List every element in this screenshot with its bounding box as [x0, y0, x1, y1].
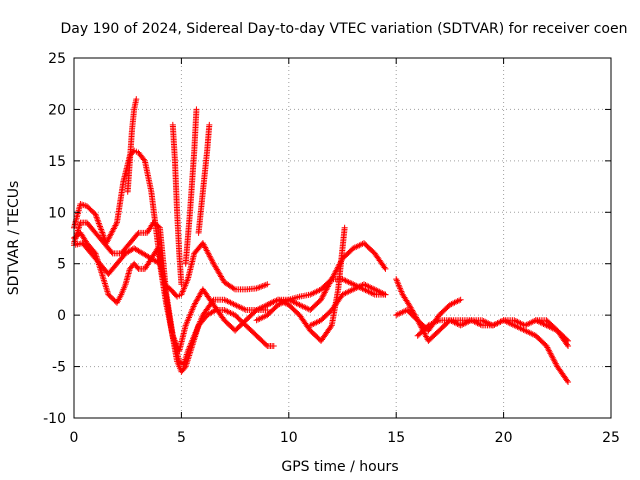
series-markers: [124, 96, 140, 195]
series-markers: [182, 106, 200, 267]
series-s6: [169, 121, 185, 288]
x-axis-title: GPS time / hours: [281, 459, 398, 475]
y-tick-label: -5: [52, 360, 66, 376]
series-s8: [195, 121, 213, 236]
y-tick-label: 15: [48, 154, 66, 170]
series-markers: [169, 121, 185, 288]
y-tick-label: 0: [57, 308, 66, 324]
y-tick-label: 5: [57, 257, 66, 273]
x-tick-label: 10: [280, 430, 298, 446]
x-tick-label: 5: [177, 430, 186, 446]
y-tick-label: -10: [43, 411, 66, 427]
series-markers: [532, 317, 572, 344]
data-series: [71, 96, 572, 385]
y-tick-label: 10: [48, 205, 66, 221]
series-markers: [414, 317, 572, 385]
series-markers: [253, 240, 389, 324]
series-s10: [264, 224, 348, 344]
x-tick-label: 20: [495, 430, 513, 446]
series-s11: [307, 281, 389, 329]
series-s7: [182, 106, 200, 267]
x-tick-label: 0: [70, 430, 79, 446]
series-s3: [71, 219, 271, 368]
series-markers: [71, 229, 277, 375]
series-s5: [124, 96, 140, 195]
y-axis: -10 -5 0 5 10 15 20 25: [43, 51, 611, 427]
y-axis-title: SDTVAR / TECUs: [6, 181, 22, 296]
series-s14: [414, 317, 572, 385]
y-tick-label: 25: [48, 51, 66, 67]
x-tick-label: 15: [387, 430, 405, 446]
series-s2: [71, 229, 277, 375]
series-markers: [195, 121, 213, 236]
plot-frame: [73, 57, 612, 419]
series-s15: [532, 317, 572, 344]
x-tick-label: 25: [602, 430, 620, 446]
x-axis: 0 5 10 15 20 25: [70, 58, 620, 446]
series-markers: [307, 281, 389, 329]
series-s9: [253, 240, 389, 324]
series-markers: [71, 219, 271, 368]
y-tick-label: 20: [48, 102, 66, 118]
series-markers: [264, 224, 348, 344]
chart-title: Day 190 of 2024, Sidereal Day-to-day VTE…: [61, 21, 628, 37]
